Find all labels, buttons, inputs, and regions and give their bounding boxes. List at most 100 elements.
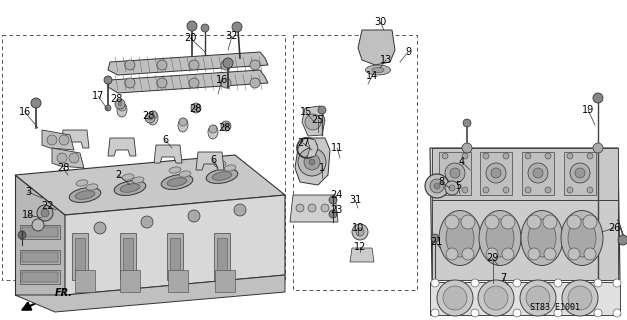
Circle shape <box>94 222 106 234</box>
Text: 28: 28 <box>189 104 201 114</box>
Circle shape <box>148 116 152 120</box>
Text: 23: 23 <box>330 205 342 215</box>
Polygon shape <box>196 152 224 170</box>
Circle shape <box>513 309 521 317</box>
Text: 29: 29 <box>486 253 498 263</box>
Text: 4: 4 <box>459 157 465 167</box>
Polygon shape <box>302 106 325 136</box>
Text: 18: 18 <box>22 210 34 220</box>
Bar <box>215 270 235 292</box>
Circle shape <box>232 22 242 32</box>
Circle shape <box>31 98 41 108</box>
Bar <box>20 225 60 239</box>
Bar <box>214 233 230 280</box>
Ellipse shape <box>214 161 226 167</box>
Ellipse shape <box>76 180 88 186</box>
Polygon shape <box>432 200 618 280</box>
Circle shape <box>209 125 217 133</box>
Bar <box>22 252 58 262</box>
Text: 15: 15 <box>300 107 312 117</box>
Circle shape <box>567 215 581 229</box>
Ellipse shape <box>114 180 146 196</box>
Circle shape <box>221 78 231 88</box>
Text: 10: 10 <box>352 223 364 233</box>
Bar <box>123 238 133 275</box>
Circle shape <box>194 106 198 110</box>
Circle shape <box>309 159 315 165</box>
Polygon shape <box>42 130 74 150</box>
Polygon shape <box>295 138 330 185</box>
Circle shape <box>125 60 135 70</box>
Circle shape <box>545 153 551 159</box>
Ellipse shape <box>132 177 144 183</box>
Circle shape <box>613 279 621 287</box>
Text: 22: 22 <box>42 201 55 211</box>
Circle shape <box>434 183 440 189</box>
Circle shape <box>321 204 329 212</box>
Ellipse shape <box>372 68 384 73</box>
Circle shape <box>485 215 499 229</box>
Ellipse shape <box>486 219 514 257</box>
Text: 26: 26 <box>608 223 620 233</box>
Circle shape <box>533 168 543 178</box>
Text: 7: 7 <box>500 273 506 283</box>
Circle shape <box>298 148 326 176</box>
Circle shape <box>201 24 209 32</box>
Circle shape <box>462 153 468 159</box>
Circle shape <box>525 187 531 193</box>
Ellipse shape <box>366 65 391 75</box>
Circle shape <box>352 224 368 240</box>
Text: 11: 11 <box>331 143 343 153</box>
Circle shape <box>587 153 593 159</box>
Ellipse shape <box>521 211 563 266</box>
Polygon shape <box>350 248 374 262</box>
Circle shape <box>543 215 557 229</box>
Polygon shape <box>15 275 285 312</box>
Circle shape <box>583 215 597 229</box>
Ellipse shape <box>148 111 158 125</box>
Ellipse shape <box>120 184 140 192</box>
Text: 21: 21 <box>430 237 442 247</box>
Circle shape <box>442 153 448 159</box>
Circle shape <box>224 124 228 128</box>
Circle shape <box>308 204 316 212</box>
Circle shape <box>568 286 592 310</box>
Polygon shape <box>15 175 65 295</box>
Circle shape <box>32 219 44 231</box>
Circle shape <box>526 286 550 310</box>
Text: 28: 28 <box>110 94 122 104</box>
Circle shape <box>250 60 260 70</box>
Circle shape <box>37 205 53 221</box>
Polygon shape <box>430 282 620 315</box>
Circle shape <box>115 99 125 109</box>
Circle shape <box>484 286 508 310</box>
Circle shape <box>528 163 548 183</box>
Circle shape <box>446 248 458 260</box>
Circle shape <box>471 279 479 287</box>
Circle shape <box>462 143 472 153</box>
Circle shape <box>430 179 444 193</box>
Circle shape <box>471 309 479 317</box>
Text: 25: 25 <box>312 115 324 125</box>
Ellipse shape <box>179 171 191 177</box>
Text: 2: 2 <box>115 170 121 180</box>
Ellipse shape <box>161 175 193 189</box>
Ellipse shape <box>208 125 218 139</box>
Circle shape <box>575 168 585 178</box>
Bar <box>20 270 60 284</box>
Circle shape <box>449 185 455 191</box>
Ellipse shape <box>479 211 521 266</box>
Circle shape <box>528 248 540 260</box>
Circle shape <box>104 76 112 84</box>
Circle shape <box>462 248 474 260</box>
Circle shape <box>179 118 187 126</box>
Bar <box>2 35 285 280</box>
Text: 12: 12 <box>354 242 366 252</box>
Text: 28: 28 <box>57 163 69 173</box>
Circle shape <box>486 163 506 183</box>
Circle shape <box>221 60 231 70</box>
Circle shape <box>562 280 598 316</box>
Polygon shape <box>65 195 285 295</box>
Text: 6: 6 <box>162 135 168 145</box>
Circle shape <box>463 119 471 127</box>
